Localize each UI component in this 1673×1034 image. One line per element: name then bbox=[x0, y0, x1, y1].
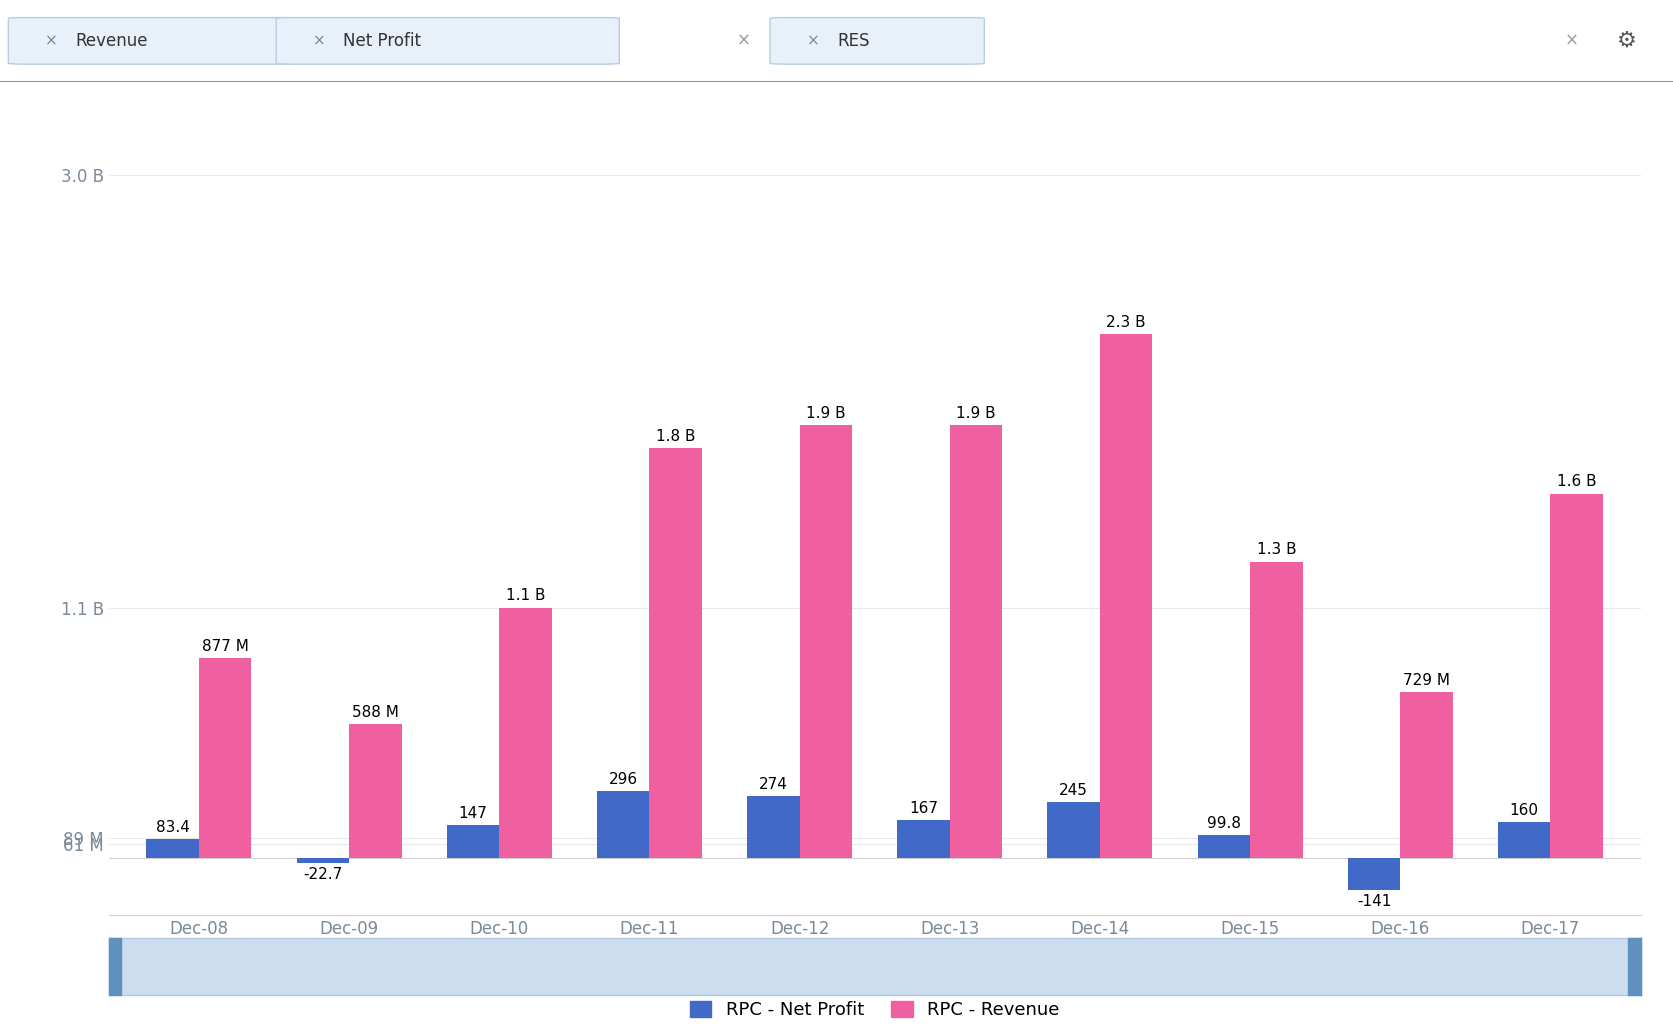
Bar bbox=[597, 791, 649, 858]
FancyBboxPatch shape bbox=[8, 18, 296, 64]
Text: 1.8 B: 1.8 B bbox=[656, 428, 694, 444]
Bar bbox=[447, 825, 499, 858]
Bar bbox=[1347, 858, 1399, 890]
Text: 2.3 B: 2.3 B bbox=[1106, 314, 1146, 330]
Text: 588 M: 588 M bbox=[351, 704, 398, 720]
Bar bbox=[1497, 822, 1549, 858]
Text: 147: 147 bbox=[458, 805, 487, 821]
Bar bbox=[649, 448, 701, 858]
Bar bbox=[499, 608, 552, 858]
FancyBboxPatch shape bbox=[276, 18, 619, 64]
Text: 296: 296 bbox=[609, 771, 637, 787]
Text: ×: × bbox=[806, 33, 820, 49]
Text: 274: 274 bbox=[758, 777, 788, 792]
Text: ⚙: ⚙ bbox=[1616, 31, 1636, 51]
Text: 99.8: 99.8 bbox=[1206, 816, 1240, 831]
Text: 1.3 B: 1.3 B bbox=[1256, 543, 1295, 557]
Text: Revenue: Revenue bbox=[75, 32, 147, 50]
Text: 1.6 B: 1.6 B bbox=[1556, 475, 1596, 489]
Bar bbox=[949, 425, 1002, 858]
Bar bbox=[296, 858, 350, 863]
Bar bbox=[1628, 938, 1640, 995]
Text: ×: × bbox=[313, 33, 326, 49]
Bar bbox=[109, 938, 120, 995]
Text: 245: 245 bbox=[1059, 783, 1087, 798]
Text: 83.4: 83.4 bbox=[156, 820, 189, 835]
FancyBboxPatch shape bbox=[770, 18, 984, 64]
Text: ×: × bbox=[45, 33, 59, 49]
Bar bbox=[1250, 562, 1302, 858]
Bar bbox=[1549, 493, 1603, 858]
Text: 729 M: 729 M bbox=[1402, 672, 1449, 688]
Bar bbox=[800, 425, 852, 858]
Bar bbox=[199, 659, 251, 858]
Text: -141: -141 bbox=[1357, 894, 1390, 909]
Text: 1.9 B: 1.9 B bbox=[806, 405, 845, 421]
Bar bbox=[897, 820, 949, 858]
Bar bbox=[1399, 692, 1452, 858]
Legend: RPC - Net Profit, RPC - Revenue: RPC - Net Profit, RPC - Revenue bbox=[681, 992, 1067, 1028]
Text: ×: × bbox=[1564, 32, 1578, 50]
Text: 877 M: 877 M bbox=[202, 639, 249, 653]
Text: 167: 167 bbox=[908, 801, 937, 816]
Bar bbox=[1047, 802, 1099, 858]
Text: 1.1 B: 1.1 B bbox=[505, 588, 545, 603]
Bar bbox=[1099, 334, 1151, 858]
Bar bbox=[746, 796, 800, 858]
Bar bbox=[350, 724, 402, 858]
Bar bbox=[146, 840, 199, 858]
Bar bbox=[1196, 835, 1250, 858]
Text: ×: × bbox=[736, 32, 750, 50]
Text: 1.9 B: 1.9 B bbox=[955, 405, 995, 421]
Text: 160: 160 bbox=[1509, 802, 1537, 818]
Text: Net Profit: Net Profit bbox=[343, 32, 422, 50]
Text: -22.7: -22.7 bbox=[303, 868, 343, 882]
Text: RES: RES bbox=[836, 32, 868, 50]
